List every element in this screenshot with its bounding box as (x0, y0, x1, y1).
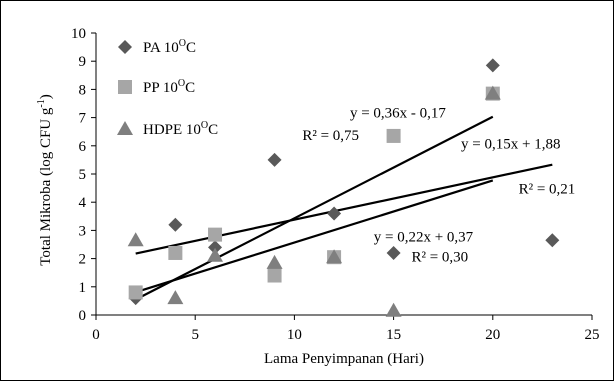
legend-label-2: PP 10OC (143, 78, 195, 96)
data-point-series-1 (386, 245, 401, 260)
data-point-series-1 (208, 240, 223, 255)
annotation-eq2: y = 0,15x + 1,88 (461, 137, 560, 153)
y-tick-label: 1 (79, 280, 87, 296)
y-tick-label: 2 (79, 252, 87, 268)
data-point-series-2 (128, 285, 143, 300)
annotation-r1: R² = 0,75 (302, 128, 359, 144)
y-tick-label: 3 (79, 223, 87, 239)
data-point-series-3 (385, 302, 402, 317)
legend: PA 10OC PP 10OC HDPE 10OC (117, 38, 218, 138)
y-tick-label: 4 (79, 195, 87, 211)
y-tick-label: 6 (79, 139, 87, 155)
data-point-series-3 (167, 290, 184, 305)
trendline-2 (135, 115, 494, 301)
y-tick-label: 5 (79, 167, 87, 183)
data-point-series-1 (485, 58, 500, 73)
data-point-series-3 (207, 247, 224, 262)
legend-label-3: HDPE 10OC (143, 120, 218, 138)
axes: 0 1 2 3 4 5 6 7 8 9 10 0 5 10 15 20 25 (71, 26, 600, 343)
x-tick-label: 10 (287, 327, 302, 343)
x-axis-label: Lama Penyimpanan (Hari) (264, 351, 424, 367)
legend-label-1: PA 10OC (143, 38, 196, 56)
data-points (127, 58, 560, 317)
y-tick-label: 10 (71, 26, 86, 42)
annotation-r3: R² = 0,30 (411, 249, 468, 265)
legend-marker-2 (118, 80, 132, 94)
data-point-series-2 (386, 128, 401, 143)
x-tick-label: 5 (191, 327, 199, 343)
data-point-series-1 (267, 152, 282, 167)
trendline-3 (135, 179, 494, 294)
data-point-series-3 (266, 254, 283, 269)
data-point-series-3 (127, 232, 144, 247)
x-tick-label: 15 (386, 327, 401, 343)
y-tick-label: 9 (79, 54, 87, 70)
data-point-series-3 (326, 249, 343, 264)
legend-marker-1 (118, 40, 132, 54)
data-point-series-1 (545, 233, 560, 248)
data-point-series-1 (168, 217, 183, 232)
x-tick-label: 25 (585, 327, 600, 343)
y-tick-label: 0 (79, 308, 87, 324)
y-axis-label: Total Mikroba (log CFU g-1) (36, 94, 54, 265)
trendlines (135, 115, 553, 301)
y-tick-label: 8 (79, 82, 87, 98)
annotations: y = 0,36x - 0,17 R² = 0,75 y = 0,15x + 1,8… (302, 106, 575, 266)
x-tick-label: 20 (485, 327, 500, 343)
trendline-1 (135, 163, 553, 255)
legend-marker-3 (117, 121, 133, 135)
annotation-r2: R² = 0,21 (519, 182, 576, 198)
data-point-series-2 (208, 227, 223, 242)
data-point-series-2 (267, 268, 282, 283)
x-tick-label: 0 (92, 327, 100, 343)
data-point-series-1 (327, 206, 342, 221)
annotation-eq1: y = 0,36x - 0,17 (350, 106, 446, 122)
data-point-series-3 (484, 85, 501, 100)
annotation-eq3: y = 0,22x + 0,37 (374, 230, 474, 246)
y-tick-label: 7 (79, 111, 87, 127)
data-point-series-2 (168, 245, 183, 260)
